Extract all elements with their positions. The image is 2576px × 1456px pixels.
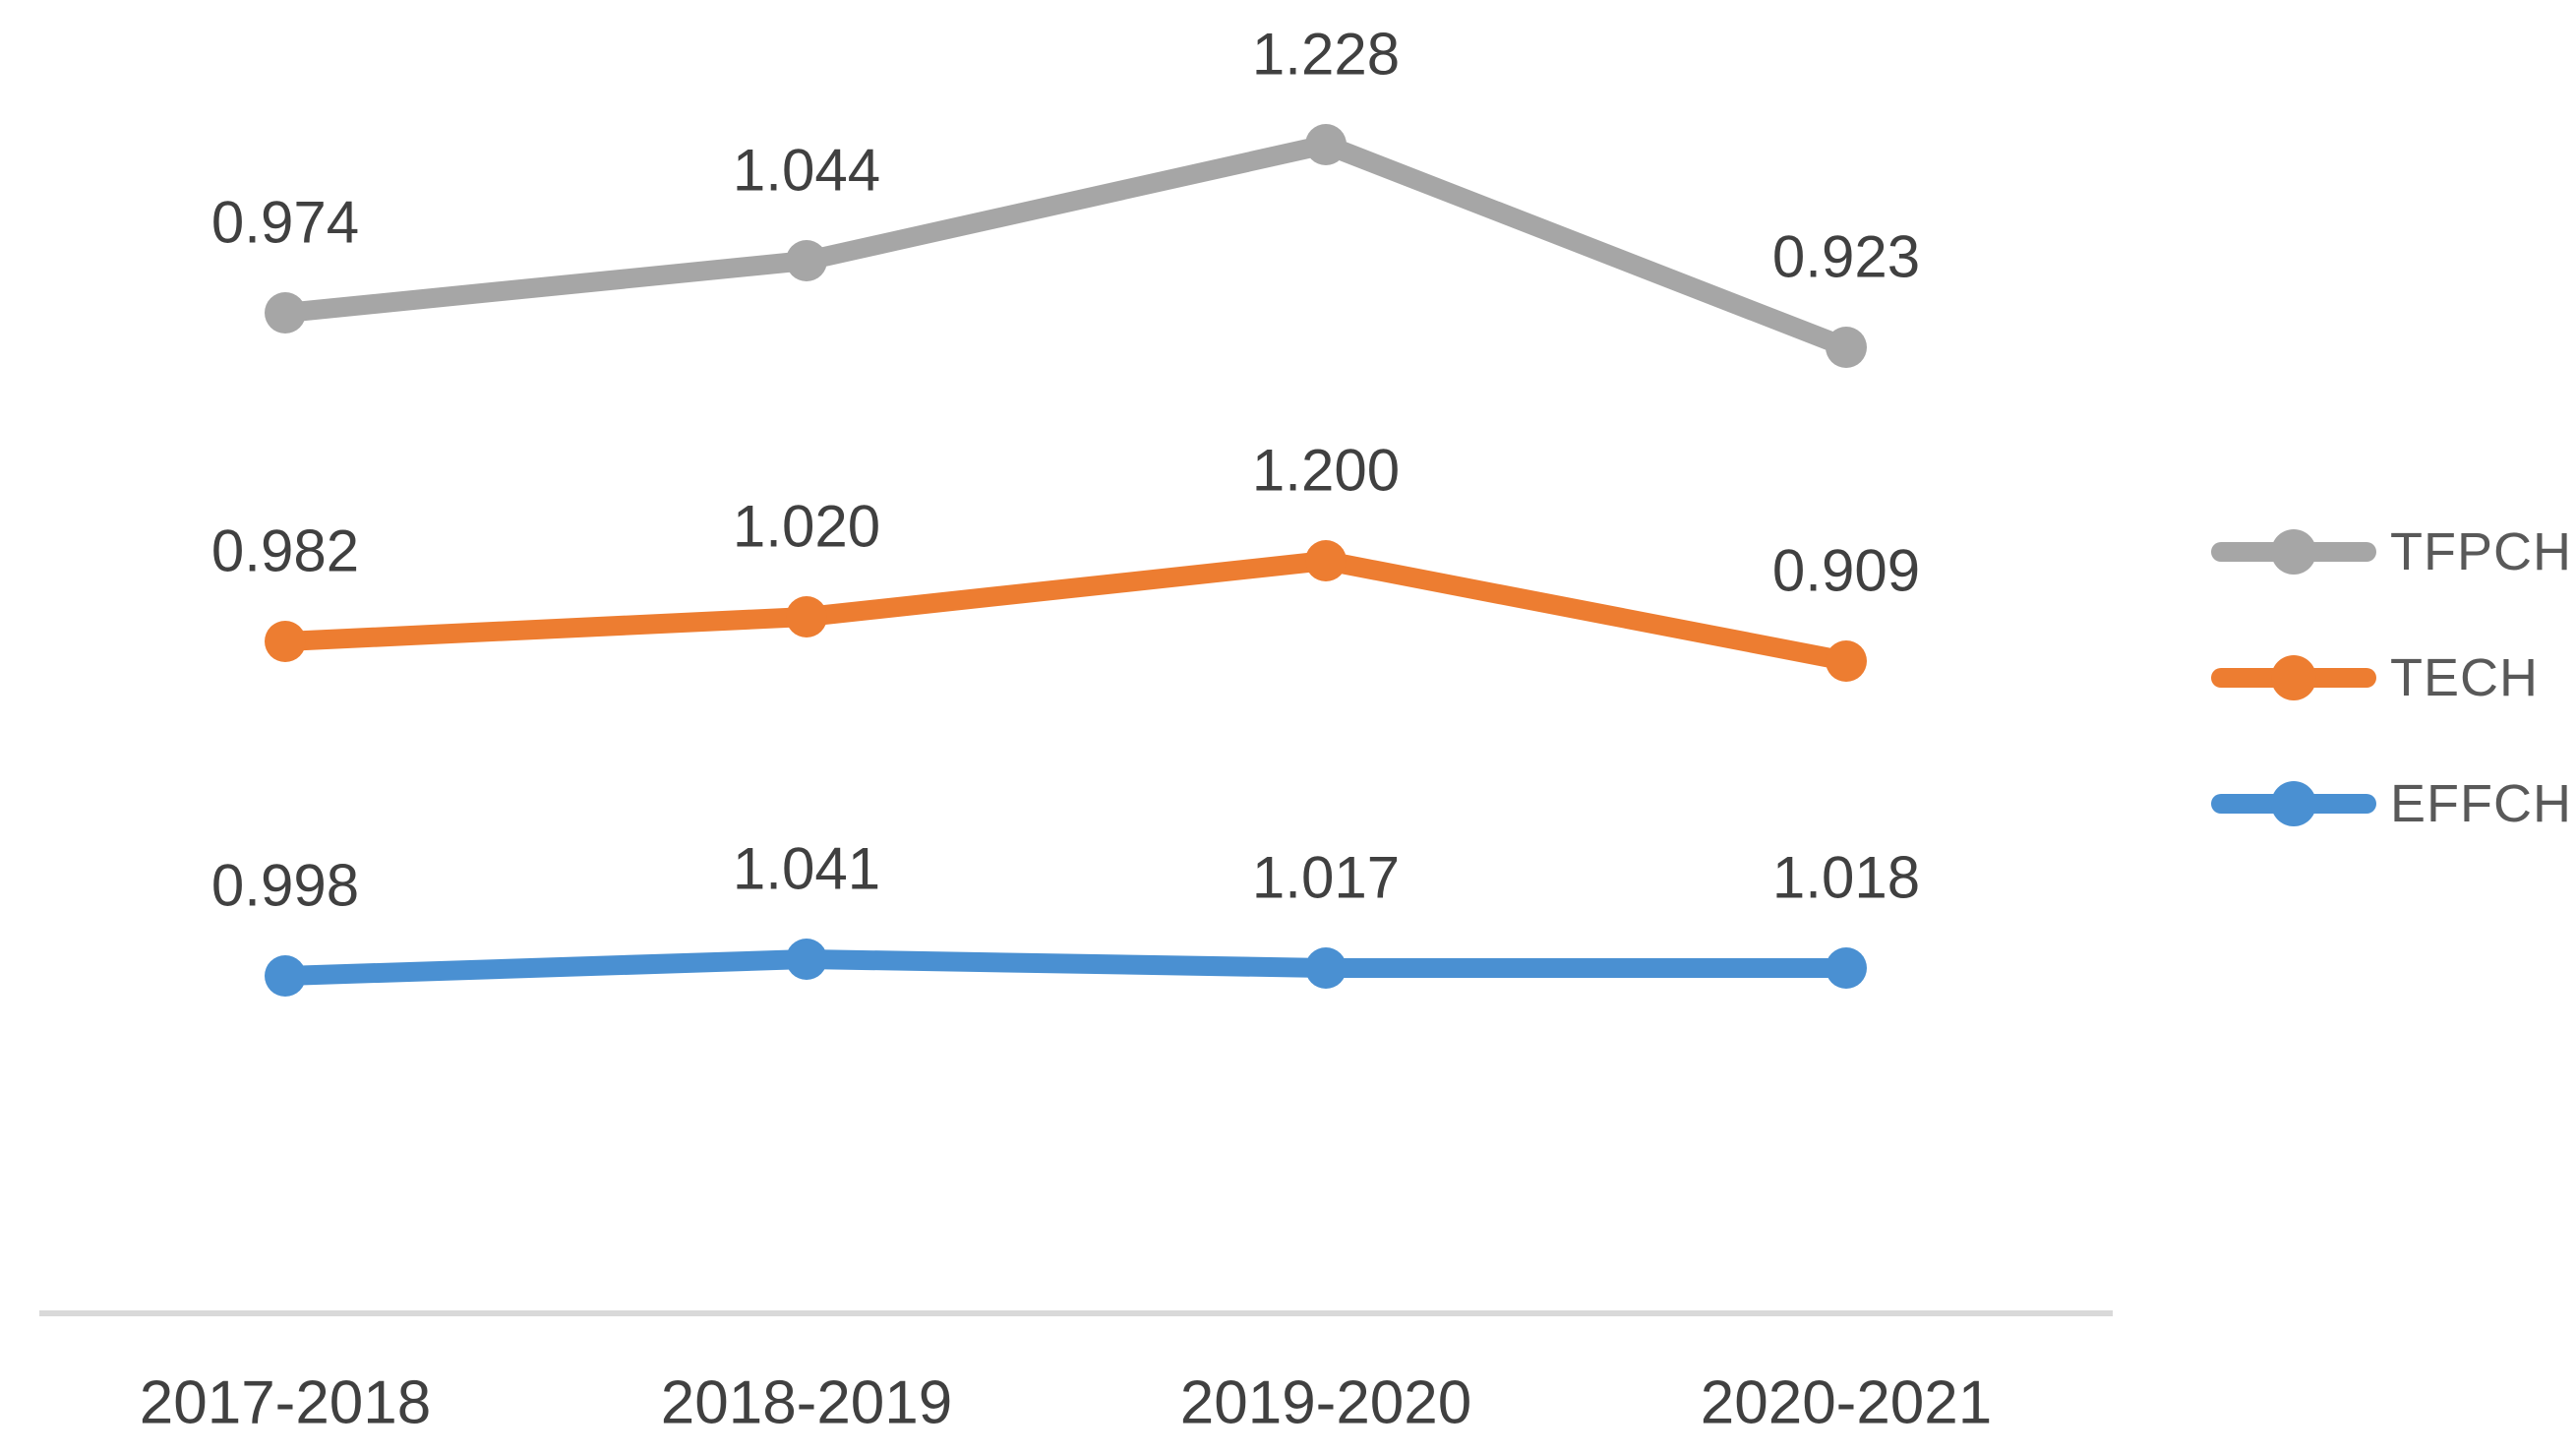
x-axis-label-2019-2020: 2019-2020 xyxy=(1180,1369,1472,1437)
legend: TFPCH TECH EFFCH xyxy=(2211,519,2572,836)
legend-swatch-tfpch-line-marker-icon xyxy=(2211,519,2376,584)
legend-label-tech: TECH xyxy=(2390,648,2539,707)
data-label-effch-1: 0.998 xyxy=(211,853,359,919)
data-label-effch-3: 1.017 xyxy=(1252,845,1400,911)
legend-swatch-tech-line-marker-icon xyxy=(2211,645,2376,710)
x-axis-label-2017-2018: 2017-2018 xyxy=(140,1369,432,1437)
data-point-tech-3 xyxy=(1305,540,1347,581)
data-label-tfpch-1: 0.974 xyxy=(211,190,359,256)
legend-item-tfpch: TFPCH xyxy=(2211,519,2572,584)
data-label-tfpch-3: 1.228 xyxy=(1252,22,1400,88)
series-line-tfpch xyxy=(275,135,1856,357)
data-point-tfpch-1 xyxy=(265,292,306,334)
legend-item-tech: TECH xyxy=(2211,645,2572,710)
legend-item-effch: EFFCH xyxy=(2211,771,2572,836)
data-point-effch-2 xyxy=(786,939,827,980)
data-label-tfpch-4: 0.923 xyxy=(1772,224,1920,290)
data-label-tech-1: 0.982 xyxy=(211,518,359,584)
data-point-tfpch-2 xyxy=(786,240,827,281)
data-label-tfpch-2: 1.044 xyxy=(733,138,880,204)
data-point-effch-4 xyxy=(1826,947,1867,989)
data-point-tfpch-3 xyxy=(1305,124,1347,165)
data-point-tech-4 xyxy=(1826,640,1867,682)
x-axis-label-2020-2021: 2020-2021 xyxy=(1701,1369,1993,1437)
data-label-effch-4: 1.018 xyxy=(1772,845,1920,911)
data-label-tech-4: 0.909 xyxy=(1772,538,1920,604)
data-point-effch-1 xyxy=(265,955,306,997)
legend-label-effch: EFFCH xyxy=(2390,774,2572,833)
data-point-effch-3 xyxy=(1305,947,1347,989)
data-point-tech-1 xyxy=(265,621,306,662)
series-line-tech xyxy=(275,551,1856,671)
data-label-effch-2: 1.041 xyxy=(733,836,880,902)
data-point-tfpch-4 xyxy=(1826,327,1867,368)
legend-swatch-effch-line-marker-icon xyxy=(2211,771,2376,836)
x-axis-label-2018-2019: 2018-2019 xyxy=(661,1369,953,1437)
data-point-tech-2 xyxy=(786,596,827,637)
data-label-tech-2: 1.020 xyxy=(733,494,880,560)
legend-label-tfpch: TFPCH xyxy=(2390,522,2572,581)
data-label-tech-3: 1.200 xyxy=(1252,438,1400,504)
series-line-effch xyxy=(275,949,1856,986)
